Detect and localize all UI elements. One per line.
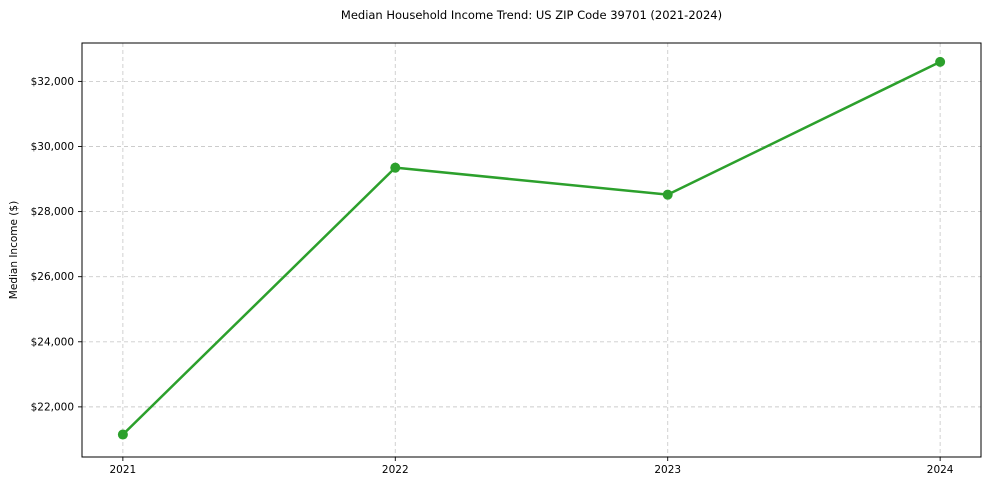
y-tick-label: $24,000 [31, 336, 74, 348]
data-point-marker [662, 189, 673, 200]
x-tick-label: 2021 [109, 464, 136, 476]
x-tick-label: 2022 [382, 464, 409, 476]
y-tick-label: $28,000 [31, 206, 74, 218]
data-point-marker [117, 429, 128, 440]
trend-line [121, 60, 942, 436]
chart-title: Median Household Income Trend: US ZIP Co… [340, 8, 723, 22]
y-tick-label: $26,000 [31, 271, 74, 283]
data-point-marker [390, 162, 401, 173]
plot-border [81, 42, 982, 458]
y-tick-label: $22,000 [31, 401, 74, 413]
data-point-marker [935, 56, 946, 67]
y-tick-label: $32,000 [31, 76, 74, 88]
y-tick-label: $30,000 [31, 141, 74, 153]
x-tick-label: 2024 [927, 464, 954, 476]
x-tick-label: 2023 [654, 464, 681, 476]
